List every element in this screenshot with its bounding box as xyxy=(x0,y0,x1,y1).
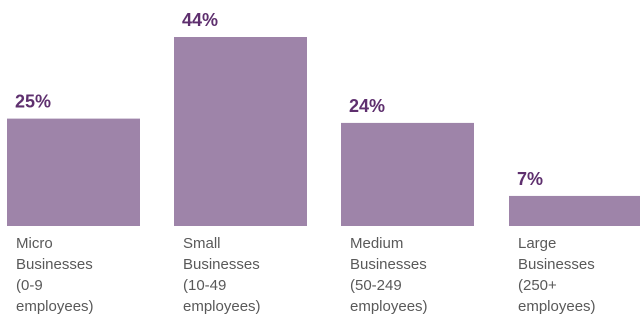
category-label-1-line-2: (10-49 xyxy=(183,277,226,294)
category-label-0: Micro Businesses (0-9 employees) xyxy=(16,235,94,315)
category-label-0-line-3: employees) xyxy=(16,298,94,315)
category-label-1-line-1: Businesses xyxy=(183,256,260,273)
category-label-2-line-1: Businesses xyxy=(350,256,427,273)
category-label-3: Large Businesses (250+ employees) xyxy=(518,235,596,315)
category-label-1-line-3: employees) xyxy=(183,298,261,315)
category-label-2-line-2: (50-249 xyxy=(350,277,402,294)
category-label-0-line-0: Micro xyxy=(16,235,53,252)
bar-0 xyxy=(7,118,140,226)
value-label-1: 44% xyxy=(182,10,218,30)
category-label-3-line-3: employees) xyxy=(518,298,596,315)
value-label-3: 7% xyxy=(517,169,543,189)
category-label-0-line-2: (0-9 xyxy=(16,277,43,294)
category-label-0-line-1: Businesses xyxy=(16,256,93,273)
category-label-2-line-0: Medium xyxy=(350,235,403,252)
bar-3 xyxy=(509,195,640,226)
category-label-1: Small Businesses (10-49 employees) xyxy=(183,235,261,315)
category-label-3-line-0: Large xyxy=(518,235,556,252)
category-label-1-line-0: Small xyxy=(183,235,221,252)
bar-1 xyxy=(174,37,307,226)
bar-2 xyxy=(341,122,474,226)
category-label-2: Medium Businesses (50-249 employees) xyxy=(350,235,428,315)
value-label-0: 25% xyxy=(15,92,51,112)
category-label-2-line-3: employees) xyxy=(350,298,428,315)
value-label-2: 24% xyxy=(349,96,385,116)
category-label-3-line-2: (250+ xyxy=(518,277,557,294)
category-label-3-line-1: Businesses xyxy=(518,256,595,273)
